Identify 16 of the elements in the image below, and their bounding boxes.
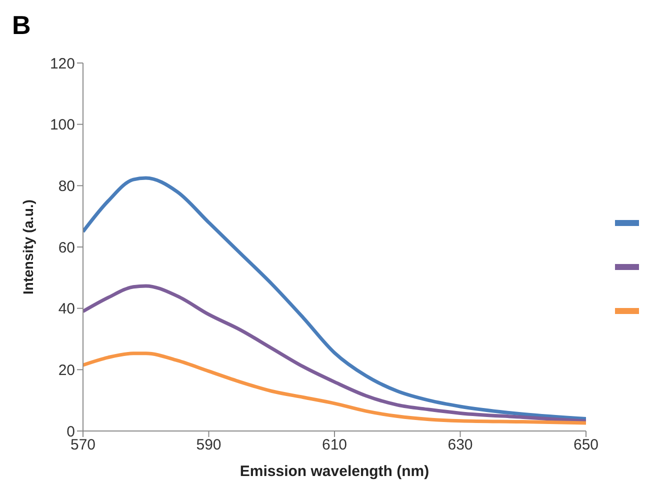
y-tick-label: 120 bbox=[50, 55, 75, 72]
y-tick-label: 80 bbox=[58, 178, 75, 195]
chart-title: B bbox=[12, 10, 31, 41]
x-tick-label: 590 bbox=[196, 436, 222, 454]
y-tick-label: 60 bbox=[58, 239, 75, 256]
x-tick-label: 610 bbox=[322, 436, 348, 454]
y-tick-label: 40 bbox=[58, 300, 75, 318]
y-tick-label: 100 bbox=[50, 116, 75, 134]
y-axis-title: Intensity (a.u.) bbox=[20, 200, 36, 294]
line-series bbox=[83, 176, 586, 420]
y-tick-label: 20 bbox=[58, 362, 75, 379]
x-axis-title: Emission wavelength (nm) bbox=[240, 463, 430, 480]
x-tick-label: 630 bbox=[448, 436, 473, 454]
line-series bbox=[83, 284, 586, 423]
x-tick-label: 650 bbox=[573, 436, 599, 454]
line-series bbox=[83, 352, 586, 425]
